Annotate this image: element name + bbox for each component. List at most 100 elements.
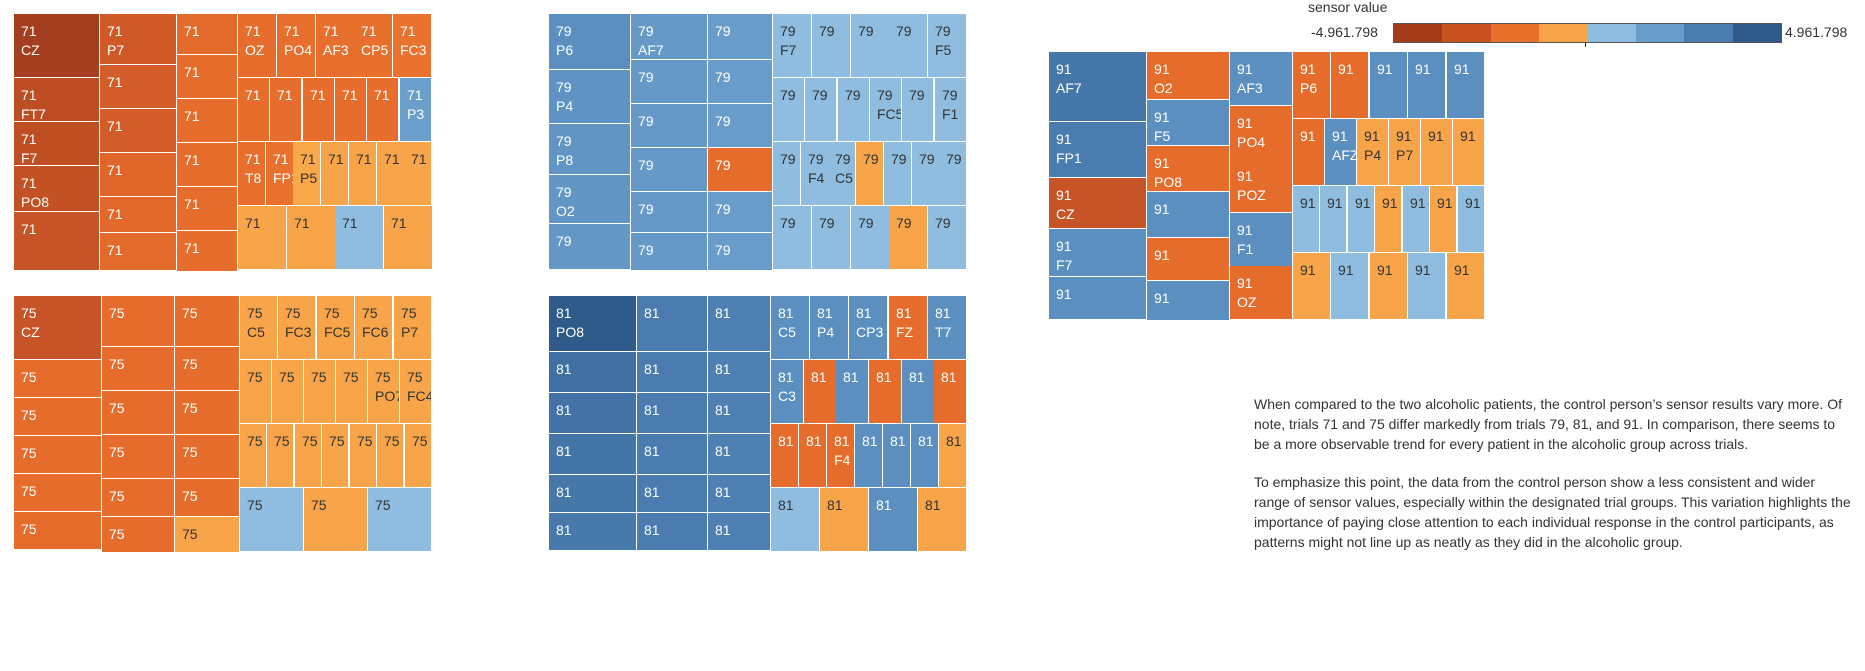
treemap-cell[interactable]: 75 — [350, 424, 377, 488]
treemap-cell[interactable]: 75 — [175, 517, 240, 553]
treemap-cell[interactable]: 79 AF7 — [631, 14, 708, 60]
treemap-cell[interactable]: 91 — [1408, 253, 1446, 320]
treemap-cell[interactable]: 91 — [1320, 186, 1347, 253]
treemap-cell[interactable]: 71 — [238, 206, 287, 270]
treemap-cell[interactable]: 79 — [812, 206, 851, 270]
treemap-cell[interactable]: 91 — [1447, 253, 1485, 320]
treemap-cell[interactable]: 81 C5 — [771, 296, 810, 360]
treemap-cell[interactable]: 91 — [1049, 277, 1147, 320]
treemap-cell[interactable]: 91 AF3 — [1230, 52, 1293, 106]
treemap-cell[interactable]: 81 — [708, 393, 771, 434]
treemap-cell[interactable]: 79 — [939, 142, 967, 206]
treemap-cell[interactable]: 81 — [918, 488, 967, 552]
treemap-cell[interactable]: 75 — [304, 360, 336, 424]
treemap-cell[interactable]: 79 — [631, 192, 708, 233]
treemap-cell[interactable]: 81 — [549, 513, 637, 551]
treemap-cell[interactable]: 81 — [799, 424, 827, 488]
treemap-cell[interactable]: 81 PO8 — [549, 296, 637, 352]
treemap-cell[interactable]: 71 OZ — [238, 14, 277, 78]
treemap-cell[interactable]: 71 — [321, 142, 349, 206]
treemap-cell[interactable]: 79 P4 — [549, 70, 631, 124]
treemap-cell[interactable]: 81 P4 — [810, 296, 849, 360]
treemap-cell[interactable]: 91 CZ — [1049, 178, 1147, 229]
treemap-cell[interactable]: 75 — [102, 347, 175, 391]
treemap-cell[interactable]: 75 PO7 — [368, 360, 400, 424]
treemap-cell[interactable]: 71 — [177, 99, 238, 143]
treemap-cell[interactable]: 81 — [869, 360, 902, 424]
treemap-cell[interactable]: 75 — [272, 360, 304, 424]
treemap-cell[interactable]: 81 C3 — [771, 360, 804, 424]
treemap-cell[interactable]: 81 — [549, 352, 637, 393]
treemap-cell[interactable]: 71 — [100, 233, 177, 271]
treemap-cell[interactable]: 75 CZ — [14, 296, 102, 360]
treemap-cell[interactable]: 81 — [911, 424, 939, 488]
treemap-cell[interactable]: 79 — [708, 233, 773, 271]
treemap-cell[interactable]: 75 FC3 — [278, 296, 316, 360]
treemap-cell[interactable]: 71 — [100, 65, 177, 109]
treemap-cell[interactable]: 81 — [637, 513, 708, 551]
treemap-cell[interactable]: 75 — [336, 360, 368, 424]
treemap-cell[interactable]: 81 — [708, 434, 771, 475]
treemap-cell[interactable]: 91 — [1293, 253, 1331, 320]
treemap-cell[interactable]: 75 — [322, 424, 349, 488]
treemap-cell[interactable]: 79 FC5 — [870, 78, 902, 142]
treemap-cell[interactable]: 81 — [804, 360, 837, 424]
treemap-cell[interactable]: 79 F4 — [801, 142, 829, 206]
treemap-cell[interactable]: 75 FC4 — [400, 360, 432, 424]
treemap-cell[interactable]: 81 — [637, 296, 708, 352]
treemap-cell[interactable]: 71 — [14, 212, 100, 271]
treemap-cell[interactable]: 71 — [303, 78, 335, 142]
treemap-cell[interactable]: 81 — [708, 513, 771, 551]
treemap-cell[interactable]: 81 — [771, 424, 799, 488]
treemap-cell[interactable]: 81 — [708, 475, 771, 513]
treemap-cell[interactable]: 75 — [405, 424, 432, 488]
treemap-cell[interactable]: 91 FP1 — [1049, 122, 1147, 178]
treemap-cell[interactable]: 75 — [102, 391, 175, 435]
treemap-cell[interactable]: 75 — [304, 488, 368, 552]
treemap-cell[interactable]: 79 — [708, 60, 773, 104]
treemap-cell[interactable]: 79 — [708, 148, 773, 192]
treemap-cell[interactable]: 81 — [869, 488, 918, 552]
treemap-cell[interactable]: 81 — [637, 475, 708, 513]
treemap-cell[interactable]: 75 FC5 — [317, 296, 355, 360]
treemap-cell[interactable]: 75 — [267, 424, 294, 488]
treemap-cell[interactable]: 81 — [708, 352, 771, 393]
treemap-cell[interactable]: 81 — [549, 475, 637, 513]
treemap-cell[interactable]: 91 — [1147, 192, 1230, 238]
treemap-cell[interactable]: 71 — [100, 197, 177, 233]
treemap-cell[interactable]: 81 F4 — [827, 424, 855, 488]
treemap-cell[interactable]: 79 F5 — [928, 14, 967, 78]
treemap-cell[interactable]: 91 — [1293, 186, 1320, 253]
treemap-cell[interactable]: 79 — [889, 206, 928, 270]
treemap-cell[interactable]: 81 CP3 — [849, 296, 888, 360]
treemap-cell[interactable]: 75 — [102, 517, 175, 553]
treemap-cell[interactable]: 79 — [805, 78, 837, 142]
treemap-cell[interactable]: 81 — [855, 424, 883, 488]
treemap-cell[interactable]: 91 P4 — [1357, 119, 1389, 186]
treemap-cell[interactable]: 75 — [175, 479, 240, 517]
treemap-cell[interactable]: 79 — [773, 142, 801, 206]
treemap-cell[interactable]: 79 O2 — [549, 175, 631, 224]
treemap-cell[interactable]: 75 FC6 — [355, 296, 393, 360]
treemap-cell[interactable]: 91 — [1147, 281, 1230, 321]
treemap-cell[interactable]: 71 — [177, 55, 238, 99]
treemap-cell[interactable]: 75 — [175, 435, 240, 479]
treemap-cell[interactable]: 71 — [177, 14, 238, 55]
treemap-cell[interactable]: 71 P3 — [400, 78, 432, 142]
treemap-cell[interactable]: 71 — [335, 78, 367, 142]
treemap-cell[interactable]: 81 — [708, 296, 771, 352]
treemap-cell[interactable]: 71 PO4 — [277, 14, 316, 78]
treemap-cell[interactable]: 81 — [820, 488, 869, 552]
treemap-cell[interactable]: 79 — [912, 142, 940, 206]
treemap-cell[interactable]: 79 — [884, 142, 912, 206]
treemap-cell[interactable]: 81 — [637, 393, 708, 434]
treemap-cell[interactable]: 71 CP5 — [354, 14, 393, 78]
treemap-cell[interactable]: 75 C5 — [240, 296, 278, 360]
treemap-cell[interactable]: 81 FZ — [889, 296, 928, 360]
treemap-cell[interactable]: 91 — [1348, 186, 1375, 253]
treemap-cell[interactable]: 91 POZ — [1230, 159, 1293, 213]
treemap-cell[interactable]: 71 FC3 — [393, 14, 432, 78]
treemap-cell[interactable]: 91 OZ — [1230, 266, 1293, 320]
treemap-cell[interactable]: 71 CZ — [14, 14, 100, 78]
treemap-cell[interactable]: 91 F1 — [1230, 213, 1293, 267]
